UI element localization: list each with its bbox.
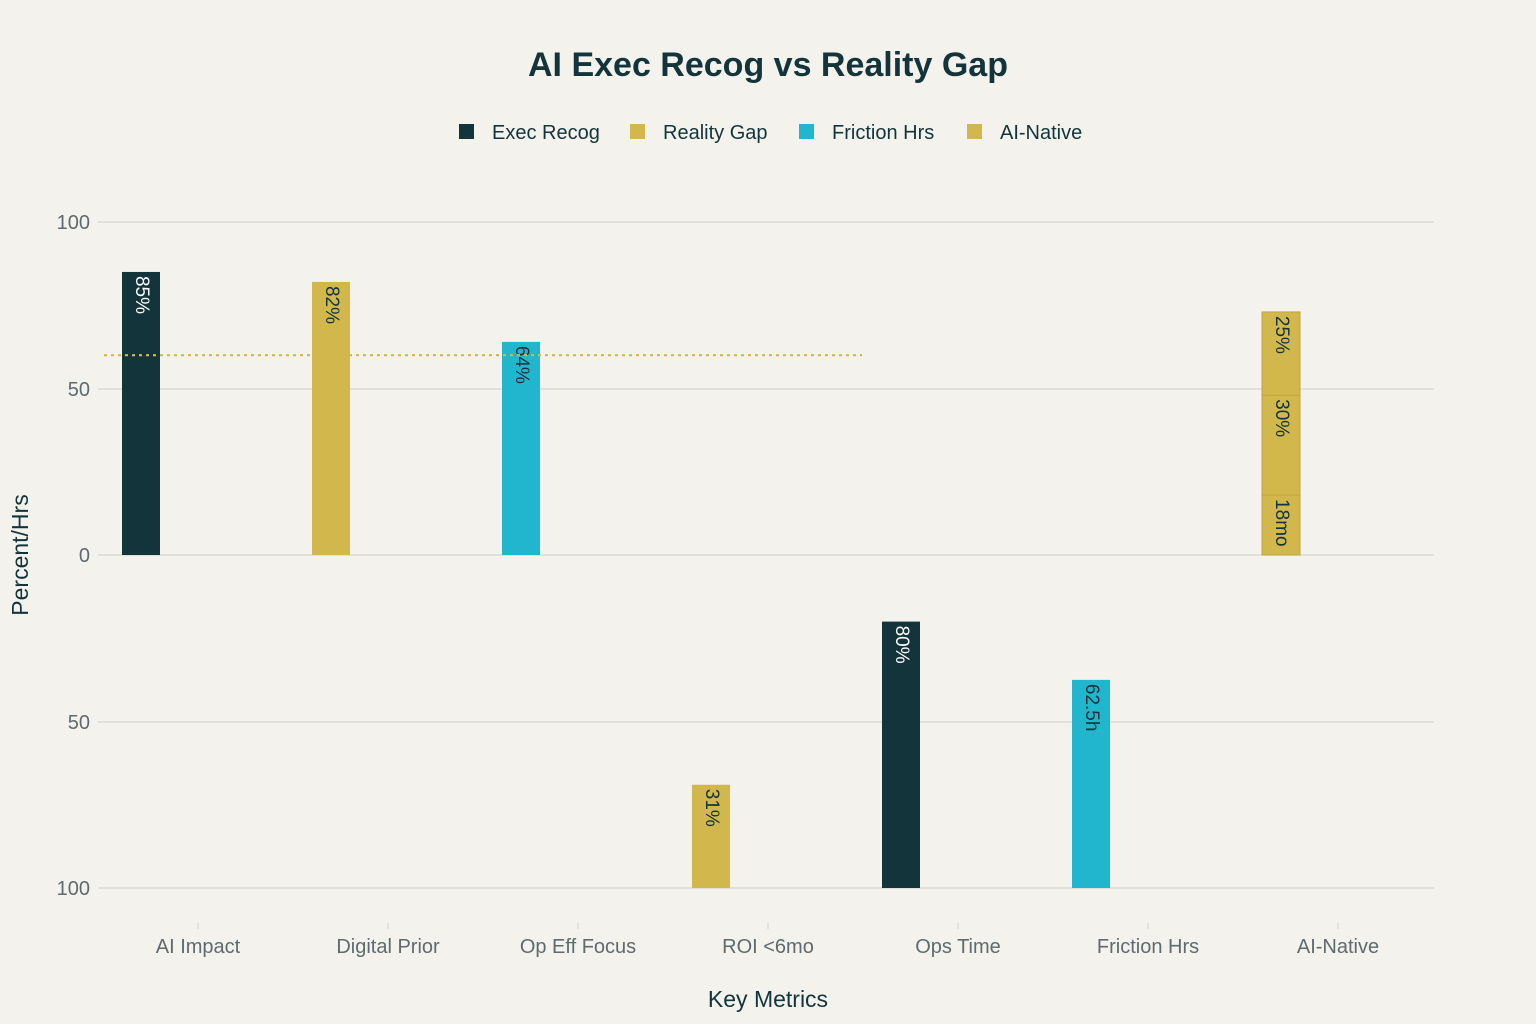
y-tick-label: 50 bbox=[68, 712, 90, 734]
stacked-bar-segment bbox=[1261, 394, 1301, 496]
bar bbox=[692, 784, 730, 888]
chart-title: AI Exec Recog vs Reality Gap bbox=[528, 46, 1008, 84]
y-tick-labels: 0 50 100 50 100 bbox=[57, 212, 90, 900]
legend-swatch bbox=[630, 124, 645, 139]
x-tick-label: Friction Hrs bbox=[1097, 936, 1199, 958]
stacked-bar-segment bbox=[1261, 311, 1301, 396]
bar-data-label: 80% bbox=[891, 626, 912, 664]
x-tick-label: Op Eff Focus bbox=[520, 936, 636, 958]
bar-data-label: 64% bbox=[511, 346, 532, 384]
y-tick-label: 100 bbox=[57, 878, 90, 900]
legend-label: Exec Recog bbox=[492, 122, 600, 144]
bar-data-label: 85% bbox=[131, 276, 152, 314]
x-tick-label: Ops Time bbox=[915, 936, 1001, 958]
legend-label: AI-Native bbox=[1000, 122, 1082, 144]
bar-data-label: 25% bbox=[1271, 316, 1292, 354]
bar bbox=[502, 341, 540, 555]
stacked-bar-segment bbox=[1261, 494, 1301, 556]
legend-swatch bbox=[799, 124, 814, 139]
bar bbox=[882, 621, 920, 888]
bars: 85% 82% 64% 31% 80% 62.5h 18mo 30% 25% bbox=[122, 271, 1301, 888]
x-axis-title: Key Metrics bbox=[708, 986, 828, 1012]
bar bbox=[1072, 679, 1110, 888]
x-tick-label: AI-Native bbox=[1297, 936, 1379, 958]
bar bbox=[122, 271, 160, 555]
bar-data-label: 82% bbox=[321, 286, 342, 324]
y-axis-title: Percent/Hrs bbox=[7, 494, 33, 615]
bar bbox=[312, 281, 350, 555]
bar-data-label: 30% bbox=[1271, 399, 1292, 437]
legend-label: Reality Gap bbox=[663, 122, 768, 144]
x-tick-label: ROI <6mo bbox=[722, 936, 814, 958]
x-tick-label: Digital Prior bbox=[336, 936, 440, 958]
bar-data-label: 18mo bbox=[1271, 499, 1292, 547]
y-tick-label: 100 bbox=[57, 212, 90, 234]
x-tick-label: AI Impact bbox=[156, 936, 241, 958]
legend: Exec Recog Reality Gap Friction Hrs AI-Nati… bbox=[459, 122, 1082, 144]
grid-lines bbox=[98, 221, 1434, 889]
bar-data-label: 31% bbox=[701, 789, 722, 827]
legend-label: Friction Hrs bbox=[832, 122, 934, 144]
legend-swatch bbox=[459, 124, 474, 139]
y-tick-label: 0 bbox=[79, 545, 90, 567]
x-tick-labels: AI Impact Digital Prior Op Eff Focus ROI <6… bbox=[156, 923, 1379, 958]
legend-swatch bbox=[967, 124, 982, 139]
y-tick-label: 50 bbox=[68, 379, 90, 401]
bar-data-label: 62.5h bbox=[1081, 684, 1102, 732]
